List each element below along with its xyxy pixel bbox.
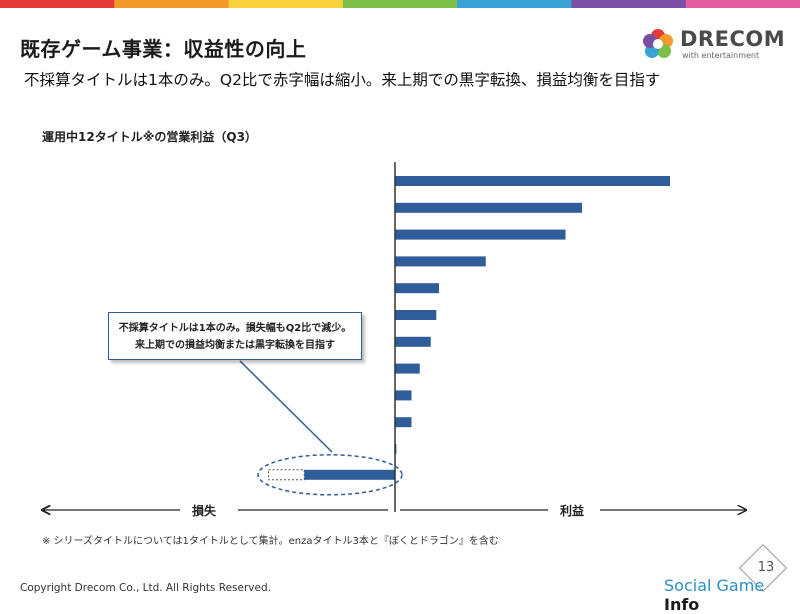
annotation-callout: 不採算タイトルは1本のみ。損失幅もQ2比で減少。 来上期での損益均衡または黒字転…	[108, 312, 362, 360]
profit-axis-label: 利益	[560, 504, 585, 518]
drecom-logo: DRECOM with entertainment	[640, 26, 785, 62]
flower-logo-icon	[643, 29, 673, 58]
watermark-text-b: Info	[664, 595, 700, 614]
loss-axis-label: 損失	[192, 504, 217, 518]
topbar-segment	[342, 0, 459, 8]
copyright-text: Copyright Drecom Co., Ltd. All Rights Re…	[20, 582, 271, 594]
topbar-segment	[0, 0, 116, 8]
chart-title: 運用中12タイトル※の営業利益（Q3）	[42, 130, 257, 144]
topbar-segment	[685, 0, 800, 8]
logo-tagline: with entertainment	[682, 51, 760, 60]
callout-line-1: 不採算タイトルは1本のみ。損失幅もQ2比で減少。	[118, 323, 352, 334]
logo-wordmark: DRECOM	[680, 27, 786, 51]
bar-4	[395, 256, 486, 267]
page-title: 既存ゲーム事業：収益性の向上	[20, 37, 307, 61]
bar-8	[395, 363, 420, 374]
bar-7	[395, 336, 431, 347]
bar-2	[395, 202, 582, 213]
bar-3	[395, 229, 566, 240]
q2-loss-outline	[268, 469, 305, 481]
topbar-segment	[114, 0, 230, 8]
watermark-text-a: Social Game	[664, 576, 765, 595]
watermark-social-game-info: Social Game Info	[664, 576, 800, 614]
bar-6	[395, 310, 437, 320]
footnote: ※ シリーズタイトルについては1タイトルとして集計。enzaタイトル3本と『ぼく…	[42, 536, 499, 547]
callout-line-2: 来上期での損益均衡または黒字転換を目指す	[135, 340, 335, 351]
bar-1	[395, 176, 670, 186]
topbar-segment	[228, 0, 344, 8]
bar-chart	[40, 162, 800, 600]
page-number: 13	[757, 560, 775, 575]
loss-arrowhead	[40, 505, 51, 515]
page-subtitle: 不採算タイトルは1本のみ。Q2比で赤字幅は縮小。来上期での黒字転換、損益均衡を目…	[24, 71, 661, 89]
loss-highlight-ellipse	[257, 454, 403, 496]
bar-10	[395, 417, 412, 428]
topbar-segment	[457, 0, 573, 8]
bar-9	[395, 390, 412, 401]
callout-connector	[239, 360, 333, 453]
bar-12	[304, 469, 395, 480]
bar-5	[395, 283, 439, 294]
accent-topbar	[0, 0, 800, 8]
topbar-segment	[571, 0, 687, 8]
